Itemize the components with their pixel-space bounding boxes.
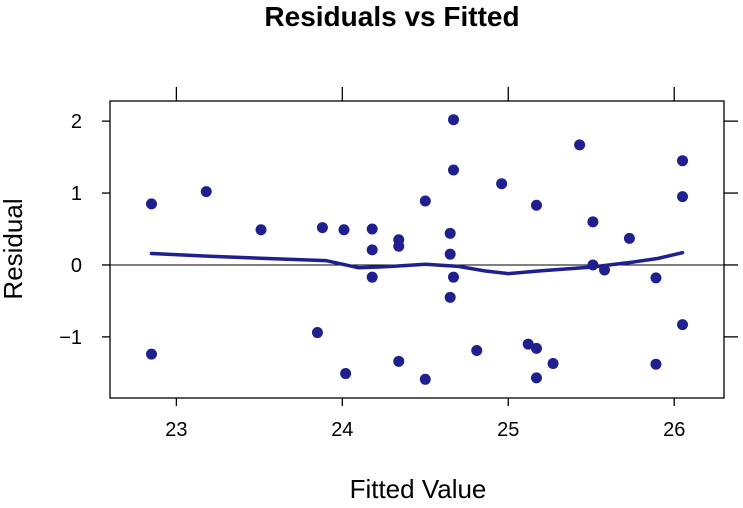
data-point xyxy=(677,155,689,167)
data-point xyxy=(677,319,689,331)
data-point xyxy=(444,248,456,260)
data-point xyxy=(255,224,267,236)
data-point xyxy=(340,368,352,380)
data-point xyxy=(623,232,635,244)
data-point xyxy=(448,114,460,126)
data-point xyxy=(650,358,662,370)
data-point xyxy=(444,227,456,239)
data-point xyxy=(311,327,323,339)
smooth-trend-line xyxy=(149,250,685,276)
plot-frame xyxy=(109,100,725,399)
data-point xyxy=(448,271,460,283)
y-tick-label: −1 xyxy=(59,327,82,349)
data-point xyxy=(530,199,542,211)
chart-title: Residuals vs Fitted xyxy=(264,1,519,32)
data-point xyxy=(587,259,599,271)
y-axis-label: Residual xyxy=(0,198,28,299)
data-point xyxy=(599,264,611,276)
x-axis-label: Fitted Value xyxy=(350,474,487,504)
x-tick-label: 24 xyxy=(331,419,353,441)
data-point xyxy=(522,338,534,350)
data-point xyxy=(338,224,350,236)
y-tick-label: 0 xyxy=(71,255,82,277)
data-point xyxy=(366,271,378,283)
axes: 23 24 25 26 −1 0 1 2 xyxy=(59,87,738,441)
data-point xyxy=(530,372,542,384)
data-point xyxy=(448,164,460,176)
data-point xyxy=(366,244,378,256)
data-point xyxy=(145,348,157,360)
data-point xyxy=(316,222,328,234)
data-points xyxy=(145,114,689,385)
data-point xyxy=(650,272,662,284)
data-point xyxy=(145,198,157,210)
x-tick-label: 23 xyxy=(165,419,187,441)
data-point xyxy=(200,186,212,198)
y-tick-label: 1 xyxy=(71,183,82,205)
y-tick-label: 2 xyxy=(71,111,82,133)
data-point xyxy=(496,178,508,190)
data-point xyxy=(419,195,431,207)
data-point xyxy=(419,373,431,385)
data-point xyxy=(677,191,689,203)
x-tick-label: 25 xyxy=(497,419,519,441)
data-point xyxy=(547,357,559,369)
data-point xyxy=(393,355,405,367)
data-point xyxy=(574,139,586,151)
x-tick-label: 26 xyxy=(663,419,685,441)
data-point xyxy=(471,345,483,357)
data-point xyxy=(587,216,599,228)
data-point xyxy=(530,342,542,354)
data-point xyxy=(444,291,456,303)
data-point xyxy=(366,223,378,235)
data-point xyxy=(393,240,405,252)
